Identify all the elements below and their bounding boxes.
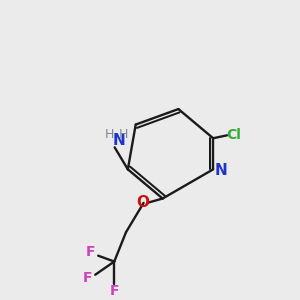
Text: Cl: Cl <box>226 128 241 142</box>
Text: H: H <box>119 128 128 141</box>
Text: F: F <box>86 245 96 259</box>
Text: N: N <box>215 163 228 178</box>
Text: F: F <box>110 284 119 298</box>
Text: F: F <box>83 271 93 285</box>
Text: H: H <box>105 128 114 141</box>
Text: N: N <box>113 134 125 148</box>
Text: O: O <box>136 195 149 210</box>
